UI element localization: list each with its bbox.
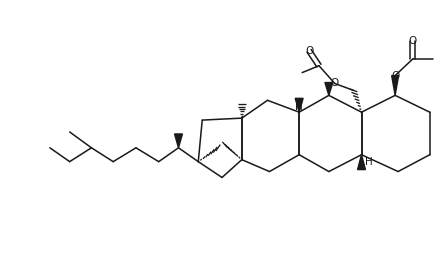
- Text: O: O: [391, 71, 399, 81]
- Text: O: O: [409, 36, 417, 46]
- Polygon shape: [325, 83, 333, 95]
- Polygon shape: [392, 76, 399, 95]
- Polygon shape: [358, 155, 366, 170]
- Text: O: O: [305, 46, 313, 56]
- Text: O: O: [331, 78, 339, 89]
- Polygon shape: [174, 134, 182, 148]
- Polygon shape: [295, 98, 303, 112]
- Text: H: H: [295, 102, 303, 112]
- Text: H: H: [365, 157, 372, 167]
